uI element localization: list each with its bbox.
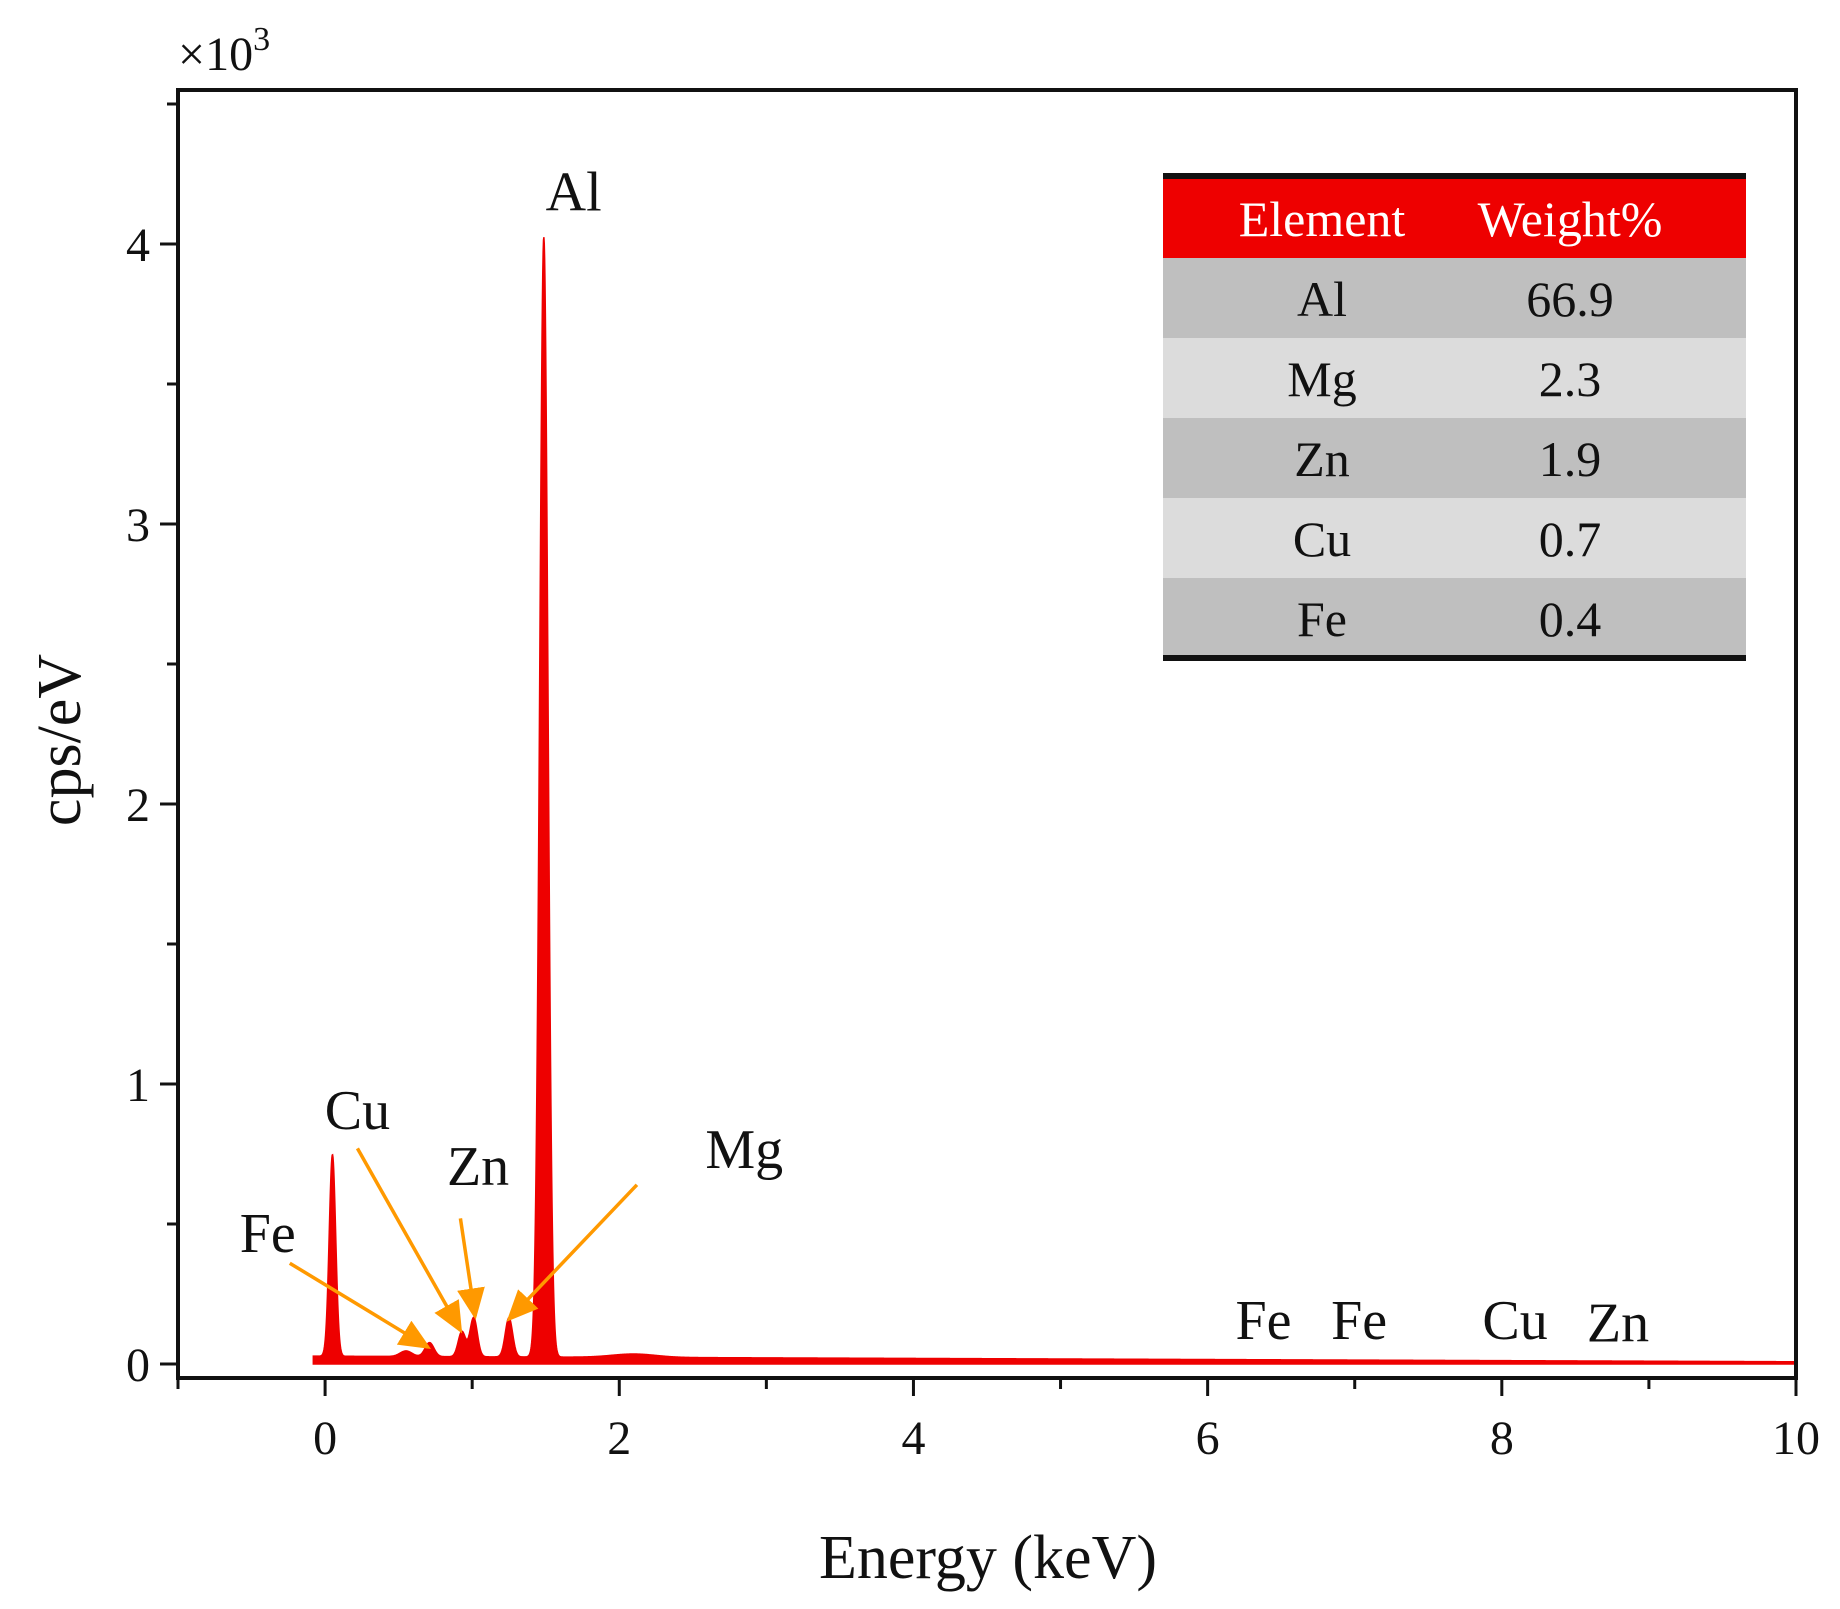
peak-label-zn: Zn <box>447 1136 509 1198</box>
spectrum-layer <box>312 237 1797 1365</box>
table-cell-element: Zn <box>1294 431 1350 487</box>
x-tick-label: 2 <box>607 1412 631 1465</box>
y-multiplier-base: ×10 <box>178 28 253 81</box>
table-cell-element: Cu <box>1293 511 1351 567</box>
arrow-zn <box>457 1218 485 1320</box>
peak-label-cu: Cu <box>1482 1290 1547 1352</box>
annotation-arrows <box>288 1147 639 1350</box>
y-tick-label: 0 <box>126 1339 150 1392</box>
axes: 0 2 4 6 8 10 0 1 2 3 4 <box>126 88 1820 1465</box>
x-tick-label: 10 <box>1772 1412 1820 1465</box>
table-cell-element: Al <box>1297 271 1347 327</box>
peak-label-fe: Fe <box>1331 1290 1387 1352</box>
table-cell-weight: 66.9 <box>1526 271 1614 327</box>
table-cell-weight: 2.3 <box>1539 351 1602 407</box>
x-tick-label: 8 <box>1490 1412 1514 1465</box>
table-row-bg <box>1163 418 1746 498</box>
peak-label-fe: Fe <box>240 1203 296 1265</box>
weight-percent-table: Element Weight% Al 66.9 Mg 2.3 Zn 1.9 Cu 0.7 Fe 0.4 <box>1163 173 1746 661</box>
arrow-cu <box>355 1147 463 1334</box>
peak-label-mg: Mg <box>705 1119 783 1181</box>
peak-label-al: Al <box>546 161 602 223</box>
y-tick-label: 1 <box>126 1059 150 1112</box>
peak-label-cu: Cu <box>325 1080 390 1142</box>
table-cell-element: Mg <box>1287 351 1356 407</box>
peak-label-zn: Zn <box>1587 1293 1649 1355</box>
table-row-bg <box>1163 258 1746 338</box>
y-axis-title: cps/eV <box>26 654 94 826</box>
x-tick-label: 6 <box>1196 1412 1220 1465</box>
y-multiplier: ×103 <box>178 21 270 81</box>
table-header-bg <box>1163 179 1746 258</box>
arrow-mg <box>506 1183 639 1322</box>
peak-label-fe: Fe <box>1236 1290 1292 1352</box>
y-multiplier-exponent: 3 <box>253 21 270 58</box>
table-cell-weight: 1.9 <box>1539 431 1602 487</box>
x-tick-label: 4 <box>901 1412 925 1465</box>
table-header-weight: Weight% <box>1478 191 1663 247</box>
table-header-element: Element <box>1239 191 1406 247</box>
y-tick-label: 3 <box>126 499 150 552</box>
peak-labels: Al Cu Zn Fe Mg Fe Fe Cu Zn <box>240 161 1649 1354</box>
plot-frame <box>176 88 1798 1380</box>
y-tick-label: 2 <box>126 779 150 832</box>
table-cell-weight: 0.7 <box>1539 511 1602 567</box>
table-cell-element: Fe <box>1297 591 1347 647</box>
y-tick-label: 4 <box>126 219 150 272</box>
x-axis-title: Energy (keV) <box>819 1524 1157 1592</box>
x-tick-label: 0 <box>313 1412 337 1465</box>
table-cell-weight: 0.4 <box>1539 591 1602 647</box>
table-row-bg <box>1163 338 1746 418</box>
spectrum-area <box>312 237 1797 1365</box>
arrow-fe <box>288 1261 432 1350</box>
table-row-bg <box>1163 498 1746 578</box>
table-row-bg <box>1163 578 1746 658</box>
